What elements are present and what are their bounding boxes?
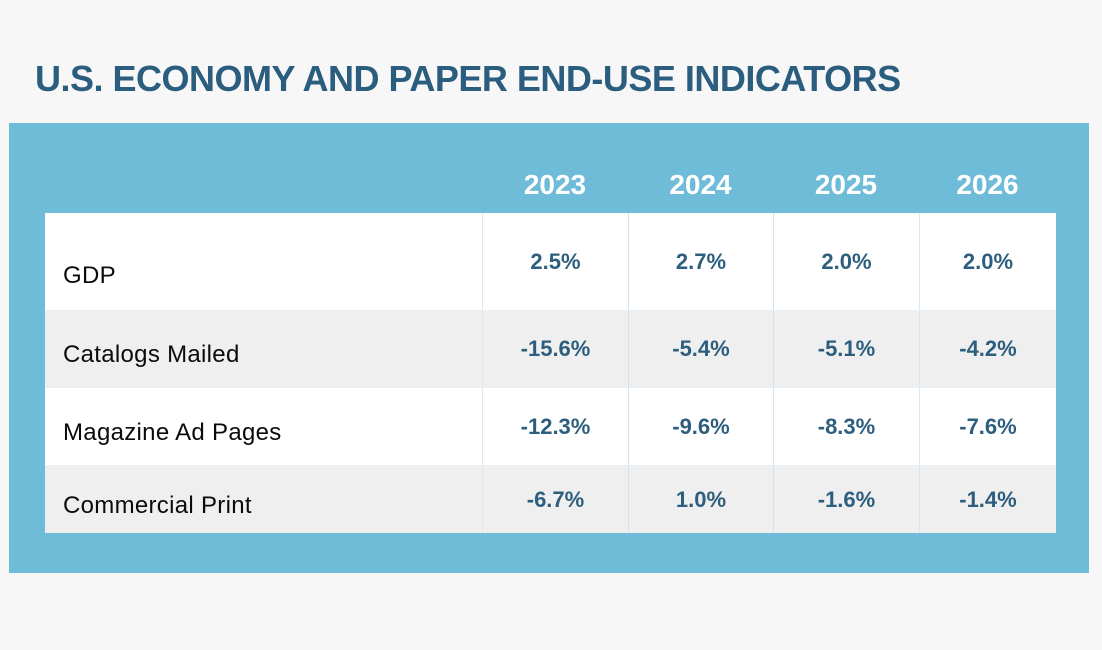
row-label: GDP <box>63 261 116 289</box>
row-label: Catalogs Mailed <box>63 341 240 368</box>
value-cell: -12.3% <box>482 388 628 465</box>
column-header-2024: 2024 <box>669 169 732 200</box>
value-cell: -5.4% <box>628 311 773 387</box>
value-cell: -15.6% <box>482 311 628 387</box>
table-panel: 2023 2024 2025 2026 GDP 2.5% 2.7% 2.0% 2.0% C… <box>9 123 1089 573</box>
value-cell: -8.3% <box>773 388 919 465</box>
table-row: GDP 2.5% 2.7% 2.0% 2.0% <box>45 213 1056 310</box>
row-label: Magazine Ad Pages <box>63 418 282 446</box>
table-header-row: 2023 2024 2025 2026 <box>45 123 1056 213</box>
table-row: Catalogs Mailed -15.6% -5.4% -5.1% -4.2% <box>45 310 1056 387</box>
value-cell: -4.2% <box>919 311 1056 387</box>
column-header-2023: 2023 <box>523 169 587 200</box>
table-row: Commercial Print -6.7% 1.0% -1.6% -1.4% <box>45 465 1056 533</box>
value-cell: -7.6% <box>919 388 1056 465</box>
value-cell: 2.7% <box>628 213 773 310</box>
value-cell: -9.6% <box>628 388 773 465</box>
value-cell: 2.0% <box>919 213 1056 310</box>
value-cell: 1.0% <box>628 466 773 533</box>
value-cell: -5.1% <box>773 311 919 387</box>
value-cell: -1.6% <box>773 466 919 533</box>
table-row: Magazine Ad Pages -12.3% -9.6% -8.3% -7.6% <box>45 387 1056 465</box>
column-header-2026: 2026 <box>956 169 1019 200</box>
header-spacer <box>45 199 482 213</box>
value-cell: 2.5% <box>482 213 628 310</box>
page-title: U.S. ECONOMY AND PAPER END-USE INDICATOR… <box>35 58 901 99</box>
value-cell: -6.7% <box>482 466 628 533</box>
table-body: GDP 2.5% 2.7% 2.0% 2.0% Catalogs Mailed -15.6%… <box>45 213 1056 533</box>
value-cell: 2.0% <box>773 213 919 310</box>
column-header-2025: 2025 <box>814 169 878 200</box>
row-label: Commercial Print <box>63 491 252 519</box>
value-cell: -1.4% <box>919 466 1056 533</box>
